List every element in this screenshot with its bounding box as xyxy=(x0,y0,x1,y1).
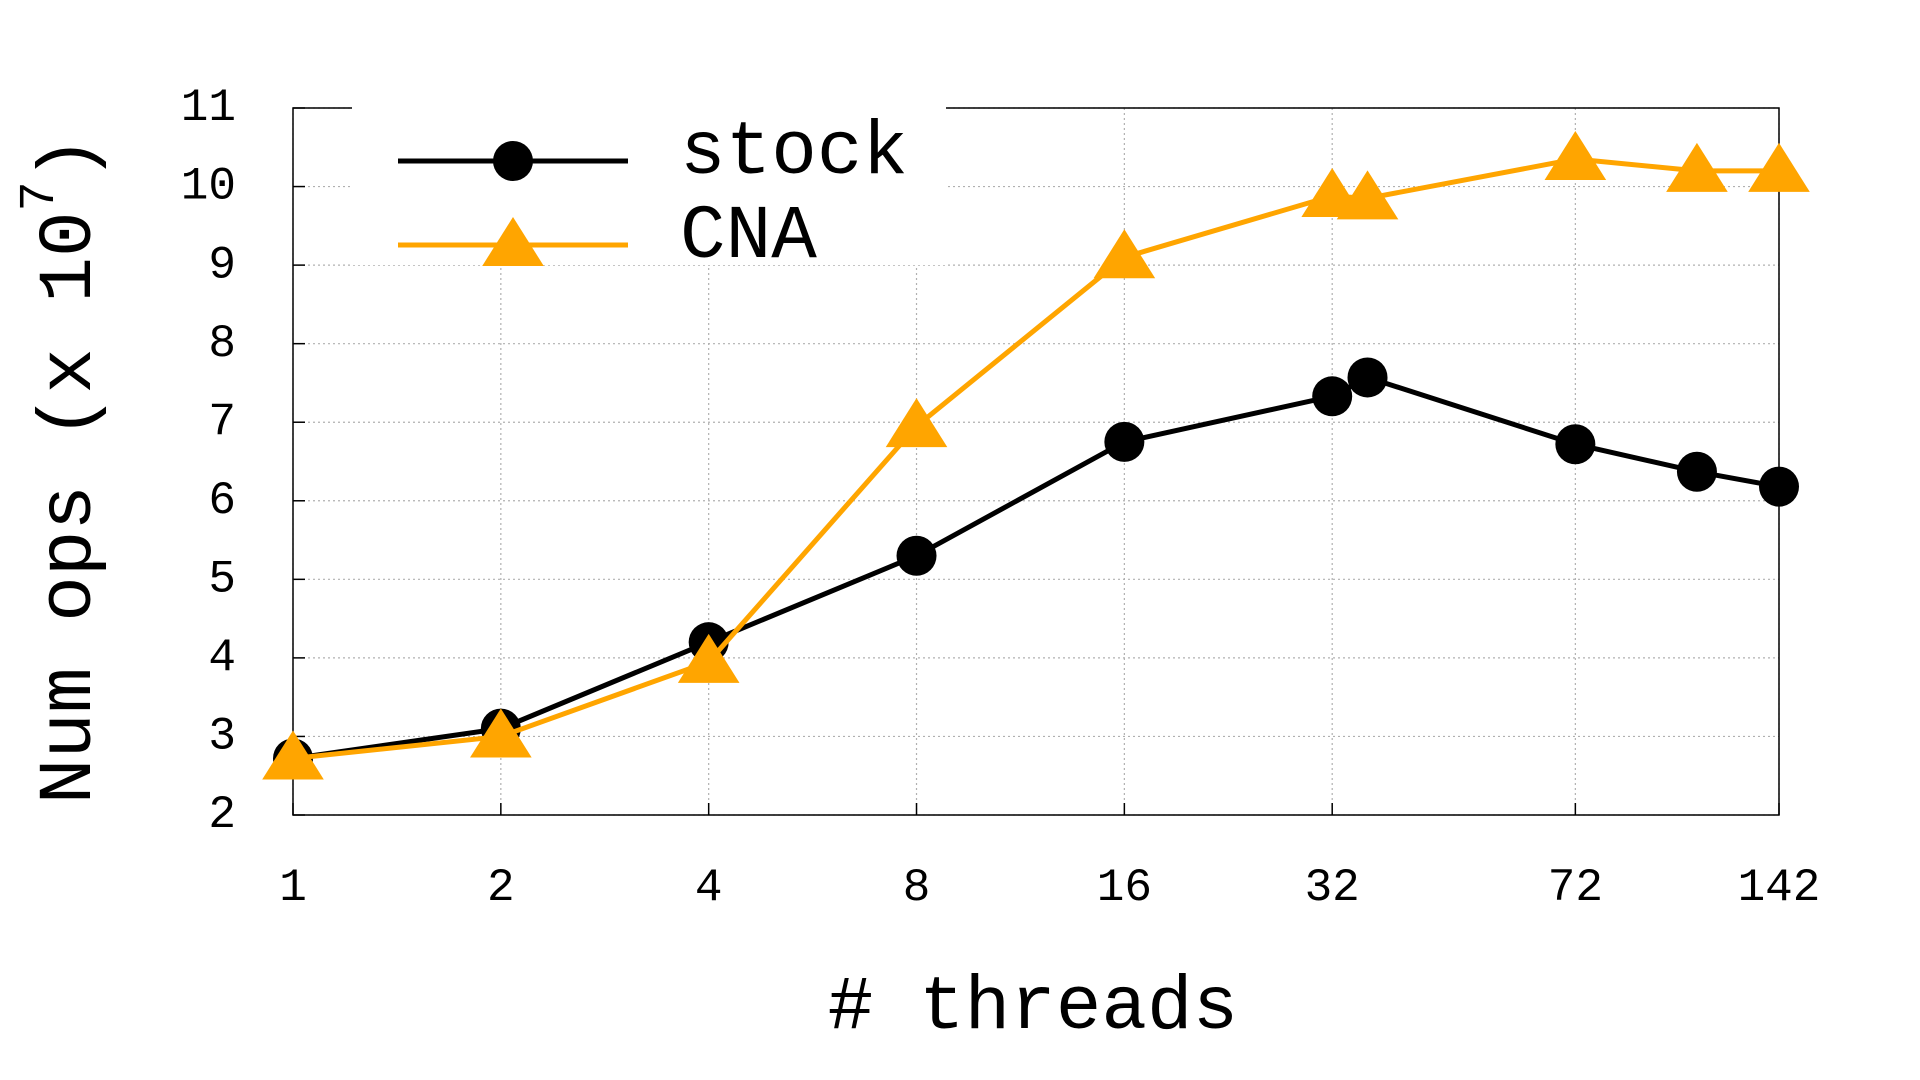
series-line xyxy=(292,374,1780,761)
y-tick-label: 9 xyxy=(208,239,236,291)
y-tick-label: 11 xyxy=(181,82,236,134)
x-tick-label: 142 xyxy=(1738,862,1821,914)
legend-background xyxy=(352,105,946,265)
x-tick-label: 72 xyxy=(1548,862,1603,914)
marker xyxy=(1666,142,1728,192)
marker xyxy=(677,633,740,683)
y-axis-label: Num ops (x 107) xyxy=(12,136,113,805)
marker xyxy=(1555,424,1596,465)
legend-label: CNA xyxy=(680,194,817,280)
marker xyxy=(1544,131,1607,181)
y-tick-label: 4 xyxy=(208,632,236,684)
x-tick-label: 32 xyxy=(1305,862,1360,914)
y-tick-label: 10 xyxy=(181,161,236,213)
marker xyxy=(262,730,324,780)
x-tick-label: 1 xyxy=(279,862,307,914)
marker xyxy=(1347,357,1388,398)
x-tick-label: 4 xyxy=(695,862,723,914)
y-tick-label: 6 xyxy=(208,475,236,527)
marker xyxy=(1093,229,1156,279)
x-tick-label: 8 xyxy=(903,862,931,914)
y-tick-label: 8 xyxy=(208,318,236,370)
marker xyxy=(470,708,532,758)
x-tick-label: 16 xyxy=(1097,862,1152,914)
marker xyxy=(1336,170,1399,220)
y-tick-label: 3 xyxy=(208,711,236,763)
y-label-text: ) xyxy=(27,136,113,182)
legend-marker xyxy=(493,141,533,181)
x-tick-label: 2 xyxy=(487,862,515,914)
marker xyxy=(1676,451,1717,492)
marker xyxy=(1312,376,1353,417)
legend-label: stock xyxy=(680,110,908,196)
legend-marker xyxy=(482,217,544,266)
y-label-exponent: 7 xyxy=(12,181,69,211)
marker xyxy=(1104,421,1145,462)
plot-border xyxy=(292,107,1780,816)
marker xyxy=(1759,466,1799,507)
y-tick-label: 5 xyxy=(208,553,236,605)
series-line xyxy=(292,156,1779,761)
marker xyxy=(1748,142,1810,192)
marker xyxy=(885,398,948,448)
x-axis-label: # threads xyxy=(828,965,1238,1051)
y-tick-label: 2 xyxy=(208,789,236,841)
y-label-text: Num ops (x 10 xyxy=(27,211,113,804)
y-tick-label: 7 xyxy=(208,396,236,448)
marker xyxy=(896,535,937,576)
